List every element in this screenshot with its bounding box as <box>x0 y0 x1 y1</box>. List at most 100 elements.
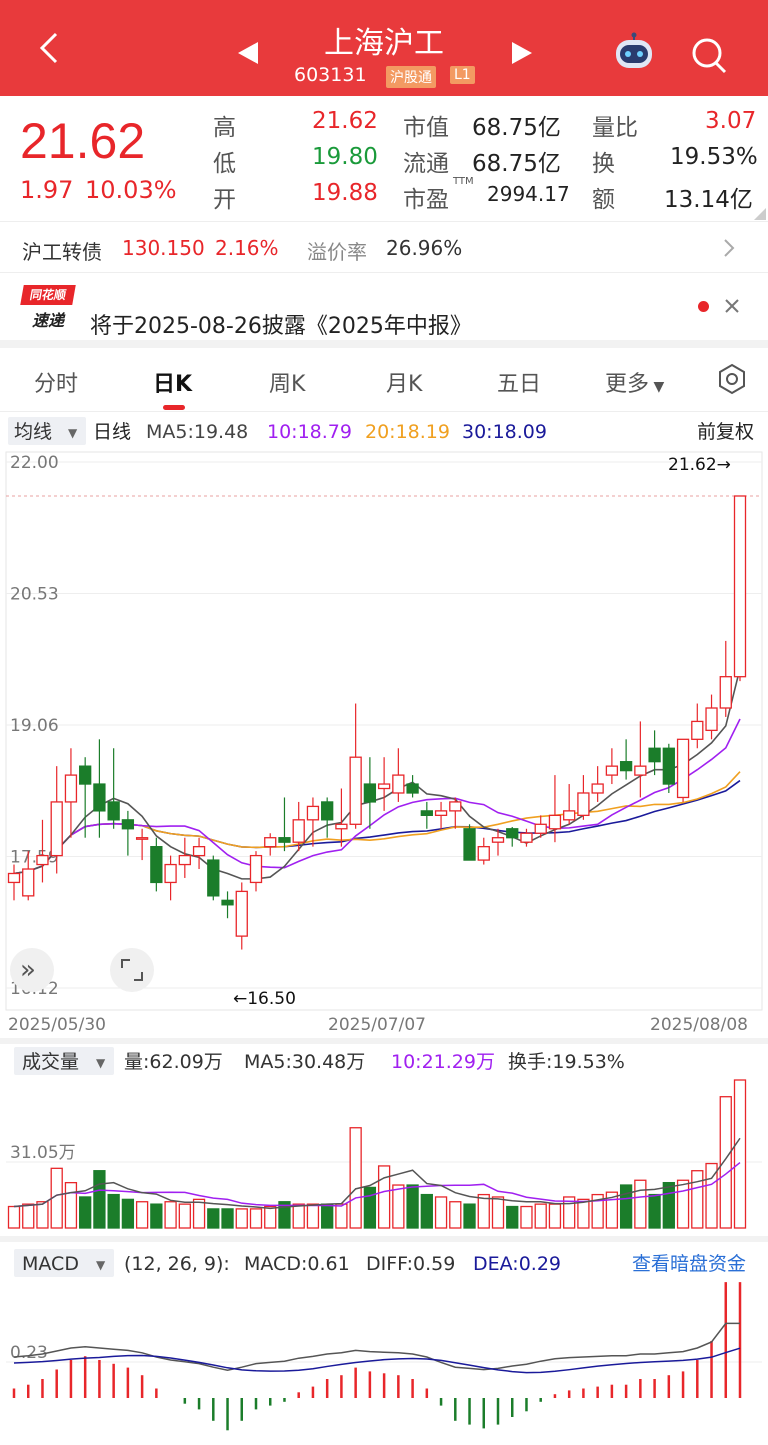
volume-bar <box>548 1203 562 1229</box>
adjust-mode: 前复权 <box>697 421 754 443</box>
candle <box>36 854 49 866</box>
candle <box>662 747 675 785</box>
candle <box>449 801 462 812</box>
candle <box>506 828 519 839</box>
tab-five-day[interactable]: 五日 <box>497 372 542 397</box>
high-label: 高 <box>213 115 236 141</box>
mktcap-value: 68.75亿 <box>472 115 561 141</box>
volume-bar <box>563 1196 576 1229</box>
volume-bar <box>7 1205 21 1229</box>
volume-dropdown-icon: ▼ <box>96 1056 106 1070</box>
candle <box>534 823 547 834</box>
turnover-value: 19.53% <box>670 144 758 170</box>
close-icon[interactable] <box>724 298 740 314</box>
ma10-line <box>13 718 741 875</box>
volume-bar <box>591 1193 604 1229</box>
amount-label: 额 <box>592 187 615 213</box>
connect-badge: 沪股通 <box>386 66 436 88</box>
premium-value: 26.96% <box>386 236 463 260</box>
candle <box>192 846 206 857</box>
pe-ttm-sup: TTM <box>453 176 474 187</box>
ma-toggle-bg <box>8 417 86 445</box>
volume-bar <box>192 1198 206 1229</box>
volume-value: 量:62.09万 <box>124 1051 223 1073</box>
candle <box>249 854 263 884</box>
mktcap-label: 市值 <box>403 115 449 141</box>
volume-bar <box>662 1181 675 1229</box>
kline-chart[interactable]: 均线 ▼ 日线 MA5:19.48 10:18.79 20:18.19 30:18.09 前复… <box>0 412 768 1445</box>
volume-bar <box>235 1208 248 1229</box>
tab-monthly-k[interactable]: 月K <box>386 372 423 397</box>
float-label: 流通 <box>403 151 449 177</box>
volume-bar <box>719 1096 732 1229</box>
candle <box>563 810 576 821</box>
x-date-label: 2025/08/08 <box>650 1015 748 1035</box>
volume-bar <box>420 1193 433 1229</box>
candle <box>392 774 405 794</box>
candle <box>107 801 120 821</box>
pe-value: 2994.17 <box>487 182 570 206</box>
volume-bar <box>733 1079 747 1229</box>
candle <box>591 783 604 794</box>
candle <box>264 837 277 848</box>
candle <box>164 863 177 884</box>
search-icon[interactable] <box>690 36 730 76</box>
expand-corner-icon[interactable] <box>754 208 766 220</box>
volume-bar <box>22 1203 35 1229</box>
tab-daily-k[interactable]: 日K <box>153 372 193 397</box>
candle <box>719 676 732 709</box>
volume-bar <box>207 1208 220 1229</box>
robot-assistant-icon[interactable] <box>612 32 656 72</box>
volume-bar <box>264 1205 277 1229</box>
premium-label: 溢价率 <box>307 240 367 264</box>
flash-logo: 同花顺 速递 <box>20 285 76 331</box>
volume-bar <box>605 1191 619 1229</box>
volume-bar <box>135 1201 149 1229</box>
open-value: 19.88 <box>312 180 378 206</box>
volume-bar <box>705 1162 718 1229</box>
volume-bar <box>477 1193 490 1229</box>
open-label: 开 <box>213 187 236 213</box>
level-badge: L1 <box>450 66 475 84</box>
candle <box>22 868 35 897</box>
candle <box>648 747 661 763</box>
volume-ratio-value: 3.07 <box>705 108 757 134</box>
candle <box>463 828 476 861</box>
macd-toggle-bg <box>14 1249 114 1277</box>
volume-label: 成交量 <box>22 1051 79 1073</box>
tab-more[interactable]: 更多 ▼ <box>605 372 665 397</box>
volume-bar <box>164 1201 177 1229</box>
candle <box>491 837 505 843</box>
dea-value: DEA:0.29 <box>473 1253 561 1275</box>
float-value: 68.75亿 <box>472 151 561 177</box>
volume-ratio-label: 量比 <box>592 115 638 141</box>
panel-separator <box>0 1038 768 1044</box>
candle <box>278 837 291 843</box>
volume-bar <box>221 1208 234 1229</box>
candle <box>93 783 106 812</box>
volume-ma10-line <box>13 1162 741 1208</box>
candle <box>335 823 348 830</box>
next-stock-icon[interactable] <box>512 42 532 64</box>
candle <box>363 783 377 803</box>
tab-intraday[interactable]: 分时 <box>34 372 79 397</box>
chevron-right-icon <box>724 239 735 257</box>
macd-dropdown-icon: ▼ <box>96 1258 106 1272</box>
candle <box>79 765 92 785</box>
volume-bar <box>491 1196 505 1229</box>
candle <box>406 783 419 794</box>
volume-ma5: MA5:30.48万 <box>244 1051 365 1073</box>
candle <box>321 801 334 821</box>
settings-hexagon-icon[interactable] <box>716 363 748 395</box>
ma10-value: 10:18.79 <box>267 421 352 443</box>
macd-label: MACD <box>22 1253 79 1275</box>
back-arrow-icon[interactable] <box>30 28 70 68</box>
bond-pct: 2.16% <box>215 236 279 260</box>
tab-weekly-k[interactable]: 周K <box>269 372 306 397</box>
ma5-line <box>13 668 741 880</box>
candle <box>733 495 747 678</box>
prev-stock-icon[interactable] <box>238 42 258 64</box>
double-chevron-icon: » <box>20 955 36 985</box>
high-value: 21.62 <box>312 108 378 134</box>
volume-bar <box>121 1198 135 1229</box>
